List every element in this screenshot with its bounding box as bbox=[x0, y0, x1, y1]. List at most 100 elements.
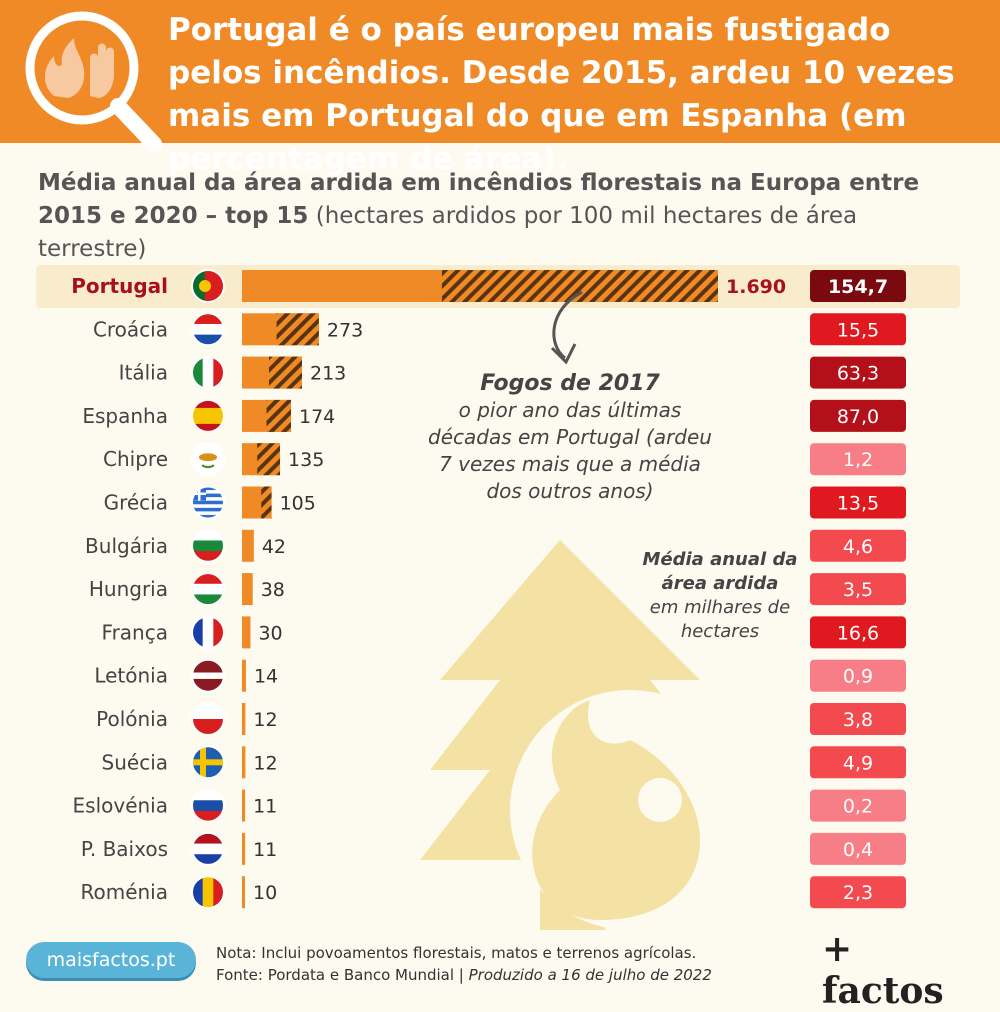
headline: Portugal é o país europeu mais fustigado… bbox=[168, 12, 955, 177]
flag-stripe bbox=[192, 323, 224, 336]
flag-stripe bbox=[192, 407, 224, 425]
country-label: Hungria bbox=[89, 577, 168, 601]
country-label: Bulgária bbox=[85, 534, 168, 558]
flag-border bbox=[191, 312, 225, 347]
bar-value-label: 38 bbox=[261, 579, 285, 601]
flag-stripe bbox=[192, 270, 206, 302]
bar bbox=[242, 876, 245, 909]
flag-stripe bbox=[192, 810, 224, 822]
flag-stripe bbox=[192, 490, 224, 494]
country-label: P. Baixos bbox=[81, 837, 168, 861]
flag-icon bbox=[192, 789, 224, 822]
annotation-arrow bbox=[552, 290, 583, 360]
bar-hatched-segment bbox=[276, 313, 319, 346]
area-value-label: 3,8 bbox=[843, 709, 873, 731]
flag-border bbox=[191, 615, 225, 650]
flag-stripe bbox=[192, 551, 224, 562]
flag-stripe bbox=[192, 493, 224, 498]
bar-value-label: 213 bbox=[310, 363, 346, 385]
flag-border bbox=[191, 875, 225, 910]
area-value-label: 15,5 bbox=[837, 319, 879, 341]
country-label: França bbox=[102, 620, 168, 644]
chart-subtitle: Média anual da área ardida em incêndios … bbox=[38, 167, 968, 266]
flag-stripe bbox=[192, 500, 224, 505]
area-value-label: 87,0 bbox=[837, 406, 879, 428]
flag-border bbox=[191, 398, 225, 433]
bar-value-label: 174 bbox=[299, 406, 335, 428]
bar-value-label: 135 bbox=[288, 449, 324, 471]
annotation-arrowhead bbox=[550, 343, 577, 365]
subtitle-bold: Média anual da área ardida em incêndios … bbox=[38, 170, 920, 229]
flag-border bbox=[191, 831, 225, 866]
footnote: Nota: Inclui povoamentos florestais, mat… bbox=[216, 942, 776, 986]
bar-hatched-segment bbox=[441, 270, 718, 302]
country-label: Itália bbox=[119, 361, 168, 385]
bar-value-label: 30 bbox=[258, 622, 282, 644]
bar-value-label: 10 bbox=[253, 882, 277, 904]
flag-stripe bbox=[192, 514, 224, 519]
bar-value-label: 11 bbox=[253, 796, 277, 818]
country-label: Letónia bbox=[94, 664, 168, 688]
flag-stripe bbox=[192, 507, 224, 512]
flag-stripe bbox=[192, 832, 224, 845]
flag-stripe bbox=[192, 854, 224, 865]
area-value-label: 2,3 bbox=[843, 882, 873, 904]
flag-icon bbox=[192, 876, 224, 909]
area-value-box bbox=[810, 270, 906, 302]
country-label: Croácia bbox=[93, 317, 168, 341]
flag-stripe bbox=[192, 511, 224, 516]
flag-icon bbox=[192, 573, 224, 606]
area-value-box bbox=[810, 356, 906, 389]
flag-stripe bbox=[192, 486, 224, 491]
flag-border bbox=[191, 269, 225, 303]
flag-stripe bbox=[192, 703, 224, 720]
thousand-hectares-legend: Média anual da área ardida em milhares d… bbox=[640, 548, 800, 644]
country-label: Grécia bbox=[104, 491, 168, 515]
flag-icon bbox=[192, 486, 224, 519]
flag-icon bbox=[192, 529, 224, 562]
area-value-box bbox=[810, 573, 906, 606]
area-value-box bbox=[810, 616, 906, 649]
flag-stripe bbox=[202, 876, 214, 909]
area-value-label: 1,2 bbox=[843, 449, 873, 471]
country-label: Espanha bbox=[82, 404, 168, 428]
flag-stripe bbox=[192, 356, 204, 389]
bar bbox=[242, 573, 253, 606]
header-banner: Portugal é o país europeu mais fustigado… bbox=[0, 0, 1000, 177]
site-link[interactable]: maisfactos.pt bbox=[26, 942, 196, 978]
area-value-box bbox=[810, 659, 906, 692]
area-value-label: 13,5 bbox=[837, 493, 879, 515]
area-value-box bbox=[810, 313, 906, 346]
bar bbox=[242, 789, 246, 822]
flag-stripe bbox=[213, 356, 224, 389]
flag-stripe bbox=[192, 616, 204, 649]
flag-cross bbox=[192, 759, 224, 766]
flag-stripe bbox=[192, 719, 224, 735]
country-label: Eslovénia bbox=[73, 794, 168, 818]
flag-map bbox=[199, 453, 217, 462]
flag-stripe bbox=[192, 399, 224, 409]
flag-stripe bbox=[192, 678, 224, 692]
flag-icon bbox=[192, 313, 224, 346]
flag-border bbox=[191, 442, 225, 477]
flag-stripe bbox=[213, 876, 224, 909]
flag-olive bbox=[201, 464, 215, 469]
bar bbox=[242, 832, 246, 865]
flag-stripe bbox=[192, 504, 224, 509]
flag-stripe bbox=[192, 800, 224, 812]
flag-icon bbox=[192, 356, 224, 389]
bar-value-label: 12 bbox=[253, 709, 277, 731]
flag-border bbox=[191, 702, 225, 736]
flag-stripe bbox=[192, 876, 204, 909]
annotation-text: o pior ano das últimas décadas em Portug… bbox=[428, 398, 712, 503]
bar-hatched-segment bbox=[261, 486, 272, 519]
area-value-label: 0,9 bbox=[843, 666, 873, 688]
area-value-box bbox=[810, 746, 906, 779]
annotation-title: Fogos de 2017 bbox=[480, 371, 660, 396]
area-value-box bbox=[810, 529, 906, 562]
flag-icon bbox=[192, 270, 224, 302]
flag-stripe bbox=[192, 540, 224, 552]
flag-stripe bbox=[192, 573, 224, 585]
flag-stripe bbox=[202, 616, 214, 649]
